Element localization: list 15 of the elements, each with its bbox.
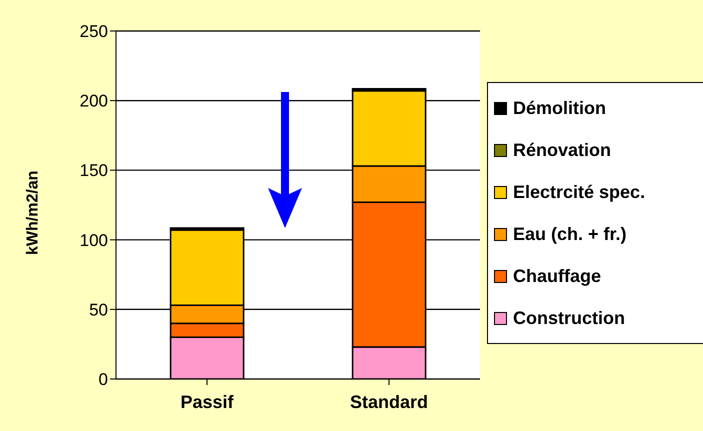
legend-label: Démolition <box>513 98 606 118</box>
legend-label: Rénovation <box>513 140 612 160</box>
y-tick-label: 100 <box>80 230 108 250</box>
legend-label: Construction <box>513 308 625 328</box>
y-tick-label: 250 <box>80 22 108 42</box>
legend-label: Chauffage <box>513 266 602 286</box>
y-tick-label: 200 <box>80 92 108 111</box>
y-tick-label: 0 <box>98 370 108 390</box>
x-tick-label: Passif <box>180 392 235 412</box>
y-tick-label: 150 <box>80 161 108 180</box>
y-tick-label: 50 <box>89 300 108 320</box>
x-tick-label: Standard <box>350 392 428 412</box>
legend-label: Electrcité spec. <box>513 182 646 202</box>
legend-label: Eau (ch. + fr.) <box>513 224 627 244</box>
y-axis-title: kWh/m2/an <box>24 170 42 255</box>
